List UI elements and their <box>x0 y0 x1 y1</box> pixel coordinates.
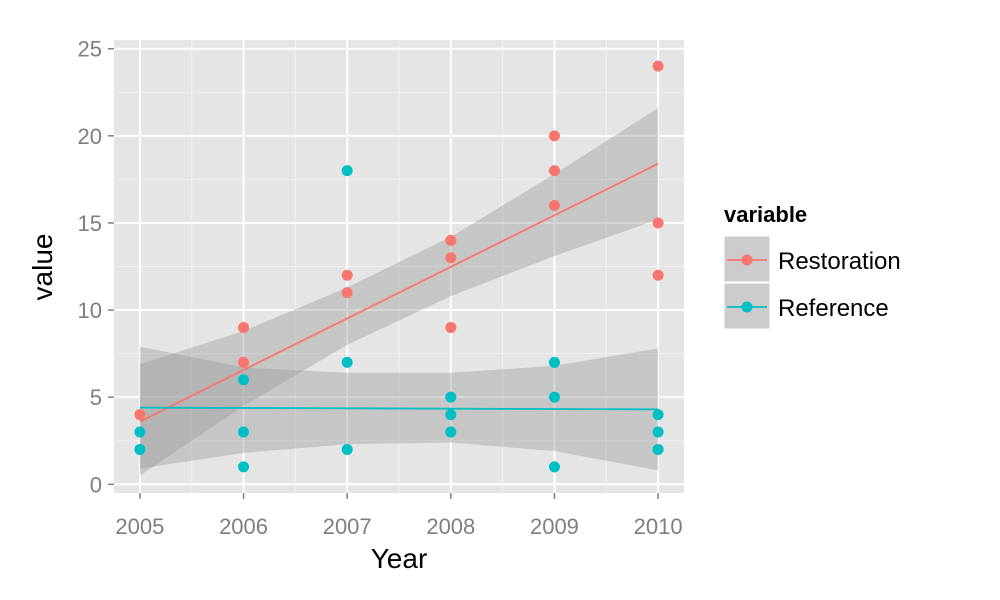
data-point-reference <box>652 443 664 455</box>
y-axis-title: value <box>27 234 58 301</box>
minor-gridlines <box>114 40 684 493</box>
data-point-reference <box>134 426 146 438</box>
fit-line-reference <box>139 406 659 411</box>
data-point-restoration <box>548 200 560 212</box>
data-point-reference <box>445 409 457 421</box>
data-point-reference <box>341 165 353 177</box>
data-point-restoration <box>548 165 560 177</box>
x-axis-title: Year <box>371 543 428 574</box>
data-point-restoration <box>238 356 250 368</box>
data-point-reference <box>238 461 250 473</box>
x-tick-label: 2008 <box>426 514 475 539</box>
y-tick-label: 10 <box>78 298 102 323</box>
y-axis-ticks: 0 5 10 15 20 25 <box>78 37 114 497</box>
data-point-restoration <box>445 234 457 246</box>
data-point-reference <box>652 409 664 421</box>
y-tick-label: 0 <box>90 472 102 497</box>
y-tick-label: 15 <box>78 211 102 236</box>
legend-label-restoration: Restoration <box>778 248 901 275</box>
fit-lines <box>139 162 659 423</box>
data-point-restoration <box>652 60 664 72</box>
data-point-restoration <box>341 269 353 281</box>
data-point-restoration <box>548 130 560 142</box>
legend-label-reference: Reference <box>778 295 889 322</box>
y-tick-label: 25 <box>78 37 102 62</box>
data-point-reference <box>652 426 664 438</box>
data-point-reference <box>548 391 560 403</box>
data-point-restoration <box>134 409 146 421</box>
legend: variable Restoration Reference <box>723 202 901 330</box>
data-point-restoration <box>445 321 457 333</box>
data-point-restoration <box>652 217 664 229</box>
x-tick-label: 2010 <box>634 514 683 539</box>
legend-keys <box>723 235 771 330</box>
data-point-reference <box>548 356 560 368</box>
data-point-restoration <box>652 269 664 281</box>
x-tick-label: 2005 <box>115 514 164 539</box>
data-point-reference <box>548 461 560 473</box>
x-tick-label: 2009 <box>530 514 579 539</box>
data-point-reference <box>134 443 146 455</box>
data-points <box>134 60 664 473</box>
data-point-restoration <box>445 252 457 264</box>
legend-key-point-restoration <box>741 254 753 266</box>
data-point-reference <box>238 426 250 438</box>
x-axis-ticks: 2005 2006 2007 2008 2009 2010 <box>115 493 683 539</box>
fit-line-restoration <box>139 162 659 423</box>
data-point-reference <box>445 426 457 438</box>
data-point-reference <box>445 391 457 403</box>
legend-key-point-reference <box>741 301 753 313</box>
data-point-reference <box>238 374 250 386</box>
data-point-restoration <box>238 321 250 333</box>
x-tick-label: 2006 <box>219 514 268 539</box>
data-point-reference <box>341 356 353 368</box>
data-point-reference <box>341 443 353 455</box>
y-tick-label: 20 <box>78 124 102 149</box>
data-point-restoration <box>341 287 353 299</box>
legend-title: variable <box>724 202 807 227</box>
y-tick-label: 5 <box>90 385 102 410</box>
x-tick-label: 2007 <box>323 514 372 539</box>
